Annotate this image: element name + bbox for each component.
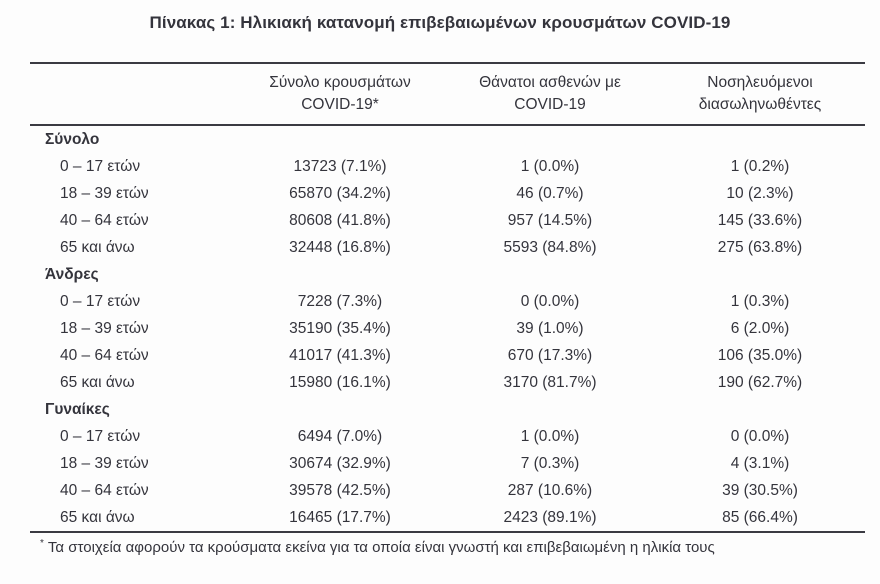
col-header-line: COVID-19* (301, 96, 379, 113)
covid-age-table: Σύνολο κρουσμάτων COVID-19* Θάνατοι ασθε… (30, 62, 865, 533)
intubated-value: 1 (0.3%) (730, 293, 790, 310)
section-header-row: Γυναίκες (30, 396, 865, 423)
table-row: 65 και άνω 32448 (16.8%) 5593 (84.8%) 27… (30, 234, 865, 261)
deaths-value: 3170 (81.7%) (503, 374, 597, 391)
cases-value: 6494 (7.0%) (297, 428, 383, 445)
intubated-value: 85 (66.4%) (722, 509, 798, 526)
deaths-value: 39 (1.0%) (516, 320, 584, 337)
col-header-line: Νοσηλευόμενοι (707, 74, 813, 91)
table-row: 65 και άνω 16465 (17.7%) 2423 (89.1%) 85… (30, 504, 865, 532)
intubated-value: 39 (30.5%) (722, 482, 798, 499)
cases-value: 65870 (34.2%) (289, 185, 391, 202)
section-header-row: Σύνολο (30, 125, 865, 153)
age-group-label: 65 και άνω (60, 239, 135, 256)
deaths-value: 670 (17.3%) (507, 347, 593, 364)
deaths-value: 2423 (89.1%) (503, 509, 597, 526)
cases-value: 30674 (32.9%) (289, 455, 391, 472)
col-header-line: Θάνατοι ασθενών με (479, 74, 621, 91)
age-group-label: 18 – 39 ετών (60, 185, 149, 202)
table-row: 40 – 64 ετών 39578 (42.5%) 287 (10.6%) 3… (30, 477, 865, 504)
deaths-value: 957 (14.5%) (507, 212, 593, 229)
col-header-line: Σύνολο κρουσμάτων (269, 74, 411, 91)
table-row: 40 – 64 ετών 41017 (41.3%) 670 (17.3%) 1… (30, 342, 865, 369)
intubated-value: 190 (62.7%) (717, 374, 803, 391)
intubated-value: 0 (0.0%) (730, 428, 790, 445)
table-row: 65 και άνω 15980 (16.1%) 3170 (81.7%) 19… (30, 369, 865, 396)
cases-value: 80608 (41.8%) (289, 212, 391, 229)
deaths-value: 0 (0.0%) (520, 293, 580, 310)
table-row: 18 – 39 ετών 65870 (34.2%) 46 (0.7%) 10 … (30, 180, 865, 207)
age-group-label: 0 – 17 ετών (60, 293, 141, 310)
deaths-value: 5593 (84.8%) (503, 239, 597, 256)
covid-age-table-wrap: Σύνολο κρουσμάτων COVID-19* Θάνατοι ασθε… (30, 62, 865, 533)
section-header-row: Άνδρες (30, 261, 865, 288)
cases-value: 15980 (16.1%) (289, 374, 391, 391)
age-group-label: 65 και άνω (60, 374, 135, 391)
table-footnote: * Τα στοιχεία αφορούν τα κρούσματα εκείνα… (30, 533, 865, 556)
age-group-label: 0 – 17 ετών (60, 158, 141, 175)
deaths-value: 46 (0.7%) (516, 185, 584, 202)
table-row: 0 – 17 ετών 6494 (7.0%) 1 (0.0%) 0 (0.0%… (30, 423, 865, 450)
age-group-label: 40 – 64 ετών (60, 482, 149, 499)
col-header-line: διασωληνωθέντες (698, 96, 822, 113)
footnote-asterisk: * (40, 538, 44, 549)
section-label-men: Άνδρες (45, 266, 99, 283)
footnote-text: Τα στοιχεία αφορούν τα κρούσματα εκείνα … (47, 539, 715, 556)
age-group-label: 65 και άνω (60, 509, 135, 526)
deaths-value: 1 (0.0%) (520, 428, 580, 445)
intubated-value: 106 (35.0%) (717, 347, 803, 364)
table-row: 0 – 17 ετών 13723 (7.1%) 1 (0.0%) 1 (0.2… (30, 153, 865, 180)
intubated-value: 1 (0.2%) (730, 158, 790, 175)
section-label-total: Σύνολο (45, 131, 100, 148)
age-group-label: 40 – 64 ετών (60, 347, 149, 364)
cases-value: 32448 (16.8%) (289, 239, 391, 256)
age-group-label: 18 – 39 ετών (60, 455, 149, 472)
deaths-value: 7 (0.3%) (520, 455, 580, 472)
col-header-line: COVID-19 (514, 96, 586, 113)
table-row: 40 – 64 ετών 80608 (41.8%) 957 (14.5%) 1… (30, 207, 865, 234)
table-row: 18 – 39 ετών 35190 (35.4%) 39 (1.0%) 6 (… (30, 315, 865, 342)
cases-value: 13723 (7.1%) (293, 158, 387, 175)
intubated-value: 10 (2.3%) (726, 185, 794, 202)
deaths-value: 1 (0.0%) (520, 158, 580, 175)
table-header-row: Σύνολο κρουσμάτων COVID-19* Θάνατοι ασθε… (30, 63, 865, 126)
col-header-intubated: Νοσηλευόμενοι διασωληνωθέντες (655, 63, 865, 126)
intubated-value: 275 (63.8%) (717, 239, 803, 256)
section-label-women: Γυναίκες (45, 401, 110, 418)
intubated-value: 4 (3.1%) (730, 455, 790, 472)
age-group-label: 18 – 39 ετών (60, 320, 149, 337)
cases-value: 39578 (42.5%) (289, 482, 391, 499)
cases-value: 41017 (41.3%) (289, 347, 391, 364)
cases-value: 35190 (35.4%) (289, 320, 391, 337)
cases-value: 16465 (17.7%) (289, 509, 391, 526)
table-row: 0 – 17 ετών 7228 (7.3%) 0 (0.0%) 1 (0.3%… (30, 288, 865, 315)
intubated-value: 145 (33.6%) (717, 212, 803, 229)
age-group-label: 0 – 17 ετών (60, 428, 141, 445)
intubated-value: 6 (2.0%) (730, 320, 790, 337)
table-row: 18 – 39 ετών 30674 (32.9%) 7 (0.3%) 4 (3… (30, 450, 865, 477)
table-title: Πίνακας 1: Ηλικιακή κατανομή επιβεβαιωμέ… (149, 13, 731, 32)
col-header-deaths: Θάνατοι ασθενών με COVID-19 (445, 63, 655, 126)
col-header-total-cases: Σύνολο κρουσμάτων COVID-19* (235, 63, 445, 126)
empty-header-cell (30, 63, 235, 126)
deaths-value: 287 (10.6%) (507, 482, 593, 499)
cases-value: 7228 (7.3%) (297, 293, 383, 310)
age-group-label: 40 – 64 ετών (60, 212, 149, 229)
